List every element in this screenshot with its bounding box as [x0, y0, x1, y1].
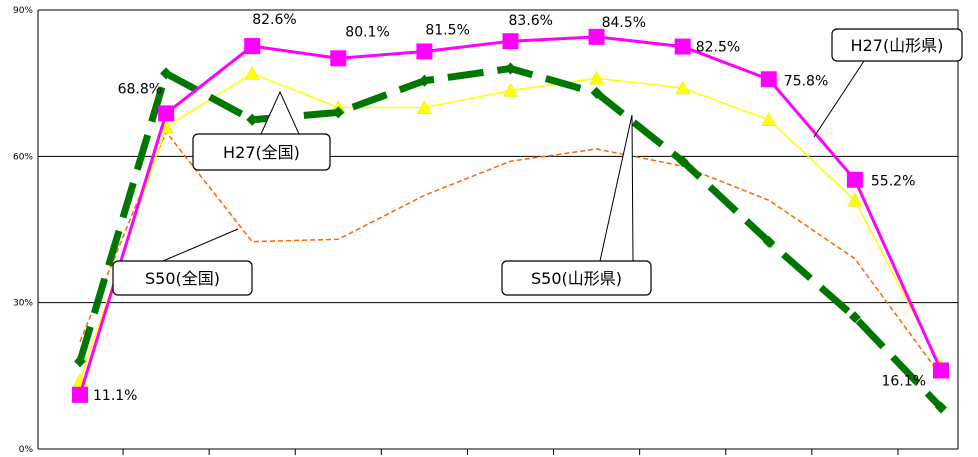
- data-point-s50-yamagata: [504, 62, 517, 75]
- data-label: 68.8%: [118, 81, 162, 97]
- data-point-h27-yamagata: [674, 38, 691, 55]
- axis-layer: 0% 30% 60% 90%: [13, 6, 959, 455]
- data-point-s50-yamagata: [762, 235, 775, 248]
- callout-label: H27(山形県): [851, 36, 944, 55]
- data-point-h27-yamagata: [330, 50, 347, 67]
- y-tick-label: 60%: [13, 152, 33, 162]
- grid-layer: [38, 9, 958, 304]
- callout-pointer: [599, 114, 634, 262]
- data-point-h27-yamagata: [846, 171, 863, 188]
- data-point-h27-yamagata: [244, 38, 261, 55]
- y-tick-label: 0%: [19, 445, 34, 455]
- callout-box: [112, 260, 253, 296]
- data-point-s50-yamagata: [160, 67, 173, 80]
- data-point-h27-national: [589, 70, 605, 85]
- data-point-h27-national: [416, 100, 432, 114]
- callout-layer: H27(山形県) H27(全国) S50(全国) S50(山形県): [112, 28, 963, 296]
- data-label: 80.1%: [345, 24, 389, 40]
- data-label: 82.6%: [252, 12, 296, 28]
- callout: H27(全国): [192, 90, 331, 171]
- data-point-h27-yamagata: [416, 43, 433, 60]
- callout-label: H27(全国): [223, 143, 300, 162]
- callout-pointer: [162, 228, 239, 262]
- callout-box: [192, 133, 331, 171]
- series-line-h27-national: [79, 72, 942, 381]
- callout-label: S50(全国): [145, 269, 220, 288]
- data-point-s50-yamagata: [332, 106, 345, 119]
- data-label: 55.2%: [871, 174, 915, 190]
- data-label: 83.6%: [509, 13, 553, 29]
- data-point-h27-national: [244, 65, 260, 80]
- callout: S50(全国): [112, 228, 253, 296]
- data-point-h27-yamagata: [502, 33, 519, 50]
- callout: H27(山形県): [813, 28, 963, 138]
- callout-label: S50(山形県): [531, 269, 622, 288]
- data-point-s50-yamagata: [246, 113, 259, 126]
- data-point-h27-yamagata: [158, 105, 175, 122]
- series-line-s50-national: [79, 131, 942, 377]
- data-point-h27-yamagata: [933, 362, 949, 379]
- data-point-s50-yamagata: [848, 311, 861, 324]
- data-point-h27-national: [503, 82, 518, 97]
- data-point-s50-yamagata: [590, 86, 603, 99]
- data-point-h27-yamagata: [588, 28, 605, 45]
- data-label: 11.1%: [93, 388, 137, 404]
- data-label: 16.1%: [882, 373, 926, 389]
- data-label: 82.5%: [696, 40, 740, 56]
- data-point-s50-yamagata: [74, 355, 86, 368]
- data-point-s50-yamagata: [935, 401, 947, 414]
- series-line-s50-yamagata: [76, 65, 944, 410]
- data-label: 75.8%: [784, 73, 828, 89]
- data-label: 81.5%: [425, 22, 469, 38]
- data-point-h27-national: [847, 192, 863, 207]
- data-point-s50-yamagata: [676, 155, 689, 168]
- data-point-h27-national: [675, 80, 691, 95]
- data-point-s50-yamagata: [418, 74, 431, 87]
- y-tick-label: 30%: [13, 299, 33, 309]
- y-tick-label: 90%: [13, 6, 33, 16]
- data-point-h27-national: [761, 112, 777, 126]
- callout-pointer: [260, 90, 300, 135]
- data-label: 84.5%: [602, 15, 646, 31]
- callout-box: [831, 28, 963, 62]
- series-layer: [72, 28, 949, 414]
- callout-box: [501, 260, 652, 296]
- data-point-h27-yamagata: [72, 386, 88, 403]
- callout: S50(山形県): [501, 114, 652, 296]
- data-label-layer: 11.1% 68.8% 82.6% 80.1% 81.5% 83.6% 84.5% 82.5%…: [93, 12, 926, 404]
- callout-pointer: [813, 60, 865, 138]
- data-point-h27-yamagata: [760, 71, 777, 88]
